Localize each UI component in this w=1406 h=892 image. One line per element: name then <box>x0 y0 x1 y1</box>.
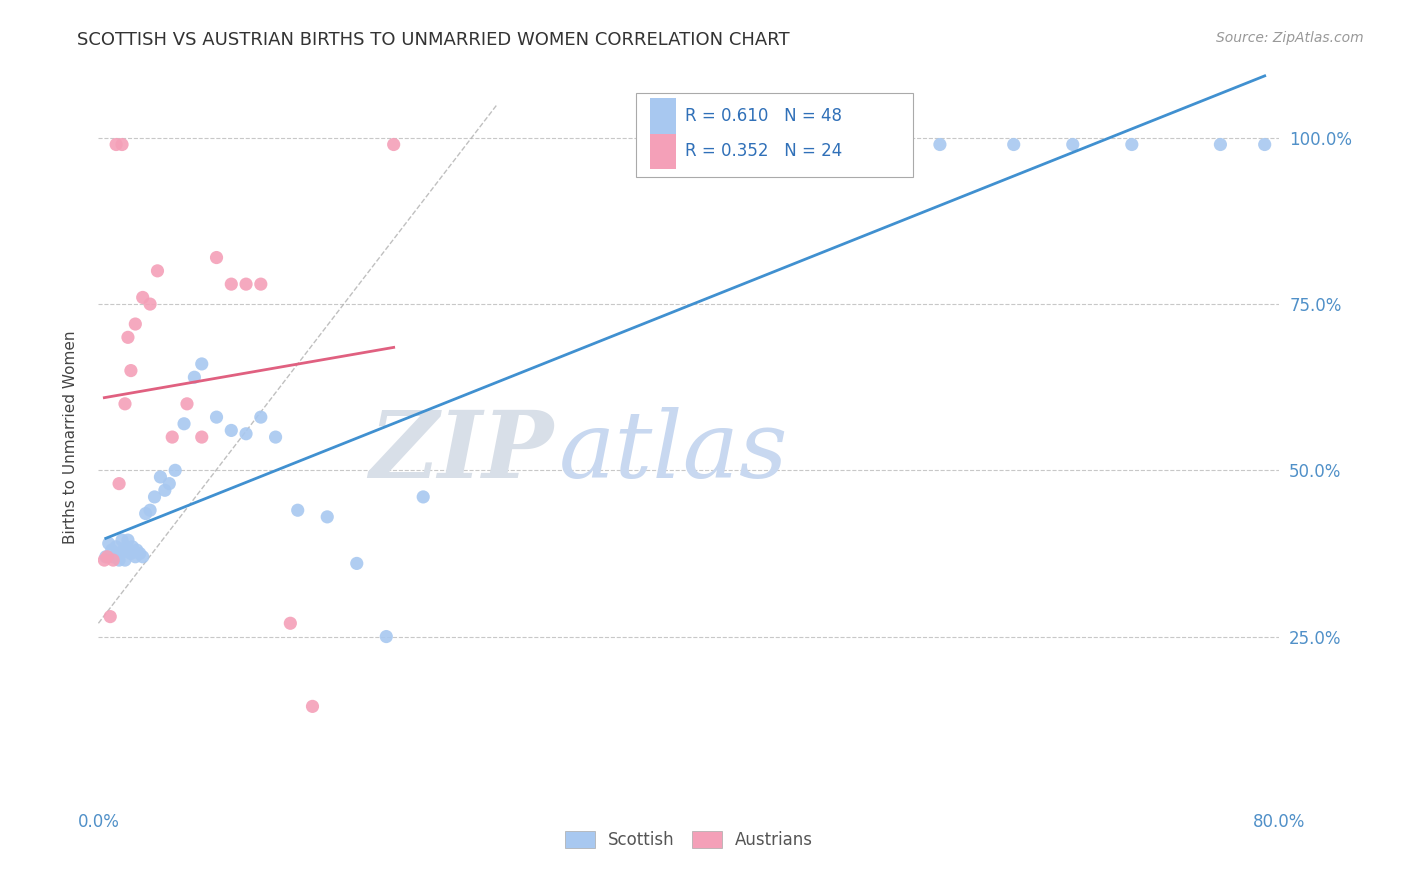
Text: R = 0.610   N = 48: R = 0.610 N = 48 <box>685 107 842 125</box>
Point <box>205 251 228 265</box>
Point <box>115 540 138 554</box>
Point <box>157 476 180 491</box>
Text: SCOTTISH VS AUSTRIAN BIRTHS TO UNMARRIED WOMEN CORRELATION CHART: SCOTTISH VS AUSTRIAN BIRTHS TO UNMARRIED… <box>77 31 790 49</box>
Point <box>97 536 120 550</box>
Point <box>96 549 118 564</box>
Point <box>153 483 176 498</box>
Point <box>1209 137 1232 152</box>
Point <box>301 699 323 714</box>
Point <box>108 476 131 491</box>
Point <box>884 137 907 152</box>
Point <box>149 470 172 484</box>
Point <box>114 553 136 567</box>
Point <box>103 549 125 564</box>
Point <box>93 553 115 567</box>
Point <box>235 277 257 292</box>
Point <box>111 533 134 548</box>
Point <box>412 490 434 504</box>
Point <box>382 137 405 152</box>
Text: Source: ZipAtlas.com: Source: ZipAtlas.com <box>1216 31 1364 45</box>
Point <box>264 430 287 444</box>
Point <box>176 397 198 411</box>
Point <box>124 549 146 564</box>
Point <box>221 424 243 438</box>
Point <box>98 609 121 624</box>
Point <box>103 553 125 567</box>
Point <box>120 546 142 560</box>
Point <box>107 546 129 560</box>
Point <box>191 430 214 444</box>
Text: R = 0.352   N = 24: R = 0.352 N = 24 <box>685 142 842 160</box>
Point <box>135 507 157 521</box>
Point <box>105 540 128 554</box>
Point <box>173 417 195 431</box>
Point <box>1002 137 1025 152</box>
Point <box>143 490 166 504</box>
Point <box>205 410 228 425</box>
Point <box>121 540 143 554</box>
Point <box>280 616 302 631</box>
Point <box>108 553 131 567</box>
Point <box>139 297 162 311</box>
Point <box>125 543 148 558</box>
Legend: Scottish, Austrians: Scottish, Austrians <box>565 831 813 849</box>
Point <box>118 543 141 558</box>
Point <box>375 630 398 644</box>
Point <box>120 363 142 377</box>
Point <box>250 410 273 425</box>
Point <box>117 533 139 548</box>
Point <box>1254 137 1277 152</box>
Point <box>1062 137 1084 152</box>
Point <box>235 426 257 441</box>
Point <box>105 137 128 152</box>
Text: ZIP: ZIP <box>368 407 553 497</box>
Point <box>117 330 139 344</box>
Point <box>111 137 134 152</box>
Point <box>191 357 214 371</box>
Point <box>825 137 848 152</box>
Point <box>132 290 155 304</box>
Text: atlas: atlas <box>560 407 789 497</box>
Point <box>250 277 273 292</box>
Point <box>183 370 205 384</box>
Bar <box>650 134 676 169</box>
Point <box>139 503 162 517</box>
Point <box>165 463 187 477</box>
Point <box>346 557 368 571</box>
Point <box>114 397 136 411</box>
Point <box>132 549 155 564</box>
Point <box>221 277 243 292</box>
Point <box>1121 137 1143 152</box>
Point <box>162 430 183 444</box>
Point <box>146 264 169 278</box>
Point <box>929 137 952 152</box>
Y-axis label: Births to Unmarried Women: Births to Unmarried Women <box>63 330 77 544</box>
Point <box>124 317 146 331</box>
FancyBboxPatch shape <box>636 94 914 178</box>
Point <box>94 549 117 564</box>
Point <box>316 509 339 524</box>
Point <box>287 503 309 517</box>
Bar <box>650 98 676 134</box>
Point <box>112 543 135 558</box>
Point <box>100 543 122 558</box>
Point <box>128 546 150 560</box>
Point <box>110 546 132 560</box>
